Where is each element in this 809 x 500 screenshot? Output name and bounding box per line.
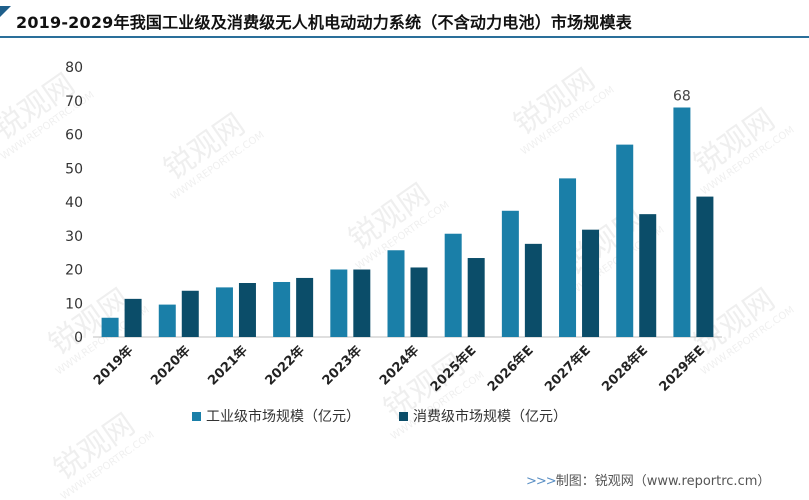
footer-text: 制图：锐观网（www.reportrc.cm） — [555, 474, 771, 489]
bar-industrial — [387, 250, 405, 337]
y-tick-label: 70 — [65, 94, 83, 110]
legend-label-industrial: 工业级市场规模（亿元） — [206, 408, 360, 425]
bar-industrial — [101, 317, 119, 337]
x-tick-label: 2022年 — [262, 343, 308, 389]
bar-industrial — [559, 178, 577, 337]
bar-consumer — [238, 283, 256, 337]
x-tick-label: 2027年E — [542, 343, 594, 395]
bar-consumer — [124, 298, 142, 337]
bar-consumer — [467, 258, 485, 337]
bar-consumer — [524, 243, 542, 337]
source-footer: >>>制图：锐观网（www.reportrc.cm） — [526, 470, 770, 489]
bar-consumer — [181, 290, 199, 337]
bar-consumer — [353, 269, 371, 337]
bar-industrial — [501, 210, 519, 337]
bar-industrial — [444, 233, 462, 337]
y-tick-label: 50 — [65, 161, 83, 177]
y-tick-label: 30 — [65, 229, 83, 245]
legend-swatch-consumer — [399, 412, 408, 421]
legend-label-consumer: 消费级市场规模（亿元） — [413, 408, 567, 425]
bar-industrial — [215, 287, 233, 337]
chart-title: 2019-2029年我国工业级及消费级无人机电动动力系统（不含动力电池）市场规模… — [16, 13, 632, 32]
y-tick-label: 80 — [65, 60, 83, 76]
data-label: 68 — [673, 89, 691, 105]
y-tick-label: 60 — [65, 128, 83, 144]
footer-arrows: >>> — [526, 474, 557, 489]
bar-consumer — [296, 277, 314, 337]
title-marker-icon — [0, 6, 11, 17]
x-tick-label: 2028年E — [599, 343, 651, 395]
title-underline — [0, 36, 809, 38]
y-tick-label: 0 — [74, 330, 83, 346]
bar-industrial — [673, 107, 691, 337]
y-tick-label: 40 — [65, 195, 83, 211]
bar-consumer — [696, 196, 714, 337]
x-tick-label: 2021年 — [205, 343, 251, 389]
bar-industrial — [616, 144, 634, 337]
bar-industrial — [158, 304, 176, 337]
y-tick-label: 20 — [65, 263, 83, 279]
bar-industrial — [330, 269, 348, 337]
x-tick-label: 2023年 — [319, 343, 365, 389]
bar-consumer — [639, 214, 657, 337]
y-tick-label: 10 — [65, 296, 83, 312]
x-tick-label: 2026年E — [484, 343, 536, 395]
x-tick-label: 2020年 — [148, 343, 194, 389]
legend-swatch-industrial — [192, 412, 201, 421]
bar-industrial — [273, 281, 291, 337]
bar-consumer — [582, 229, 600, 337]
bar-consumer — [410, 267, 428, 337]
title-bar: 2019-2029年我国工业级及消费级无人机电动动力系统（不含动力电池）市场规模… — [0, 0, 809, 40]
